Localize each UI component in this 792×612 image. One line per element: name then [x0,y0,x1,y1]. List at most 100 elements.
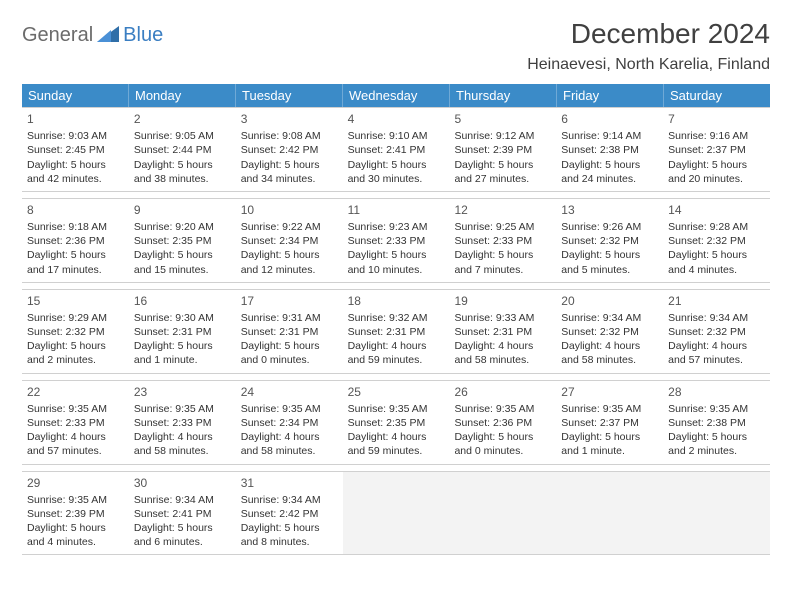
sunset-line: Sunset: 2:32 PM [668,325,765,339]
sunrise-line: Sunrise: 9:28 AM [668,220,765,234]
sunrise-line: Sunrise: 9:03 AM [27,129,124,143]
calendar-cell-empty [449,472,556,555]
day-number: 26 [454,384,551,400]
calendar-row: 8Sunrise: 9:18 AMSunset: 2:36 PMDaylight… [22,198,770,283]
sunrise-line: Sunrise: 9:26 AM [561,220,658,234]
sunset-line: Sunset: 2:32 PM [561,325,658,339]
logo-triangle-icon [97,24,119,47]
calendar-cell: 13Sunrise: 9:26 AMSunset: 2:32 PMDayligh… [556,199,663,282]
sunset-line: Sunset: 2:36 PM [27,234,124,248]
dow-friday: Friday [557,84,664,107]
calendar-cell: 15Sunrise: 9:29 AMSunset: 2:32 PMDayligh… [22,290,129,373]
sunset-line: Sunset: 2:32 PM [668,234,765,248]
daylight-line: Daylight: 5 hours and 10 minutes. [348,248,445,276]
daylight-line: Daylight: 5 hours and 30 minutes. [348,158,445,186]
location-text: Heinaevesi, North Karelia, Finland [527,56,770,74]
daylight-line: Daylight: 5 hours and 15 minutes. [134,248,231,276]
sunrise-line: Sunrise: 9:10 AM [348,129,445,143]
day-number: 3 [241,111,338,127]
sunrise-line: Sunrise: 9:18 AM [27,220,124,234]
sunrise-line: Sunrise: 9:22 AM [241,220,338,234]
day-number: 21 [668,293,765,309]
sunrise-line: Sunrise: 9:33 AM [454,311,551,325]
sunset-line: Sunset: 2:34 PM [241,416,338,430]
daylight-line: Daylight: 5 hours and 38 minutes. [134,158,231,186]
calendar-cell: 25Sunrise: 9:35 AMSunset: 2:35 PMDayligh… [343,381,450,464]
sunrise-line: Sunrise: 9:35 AM [241,402,338,416]
dow-wednesday: Wednesday [343,84,450,107]
sunset-line: Sunset: 2:39 PM [454,143,551,157]
day-number: 29 [27,475,124,491]
day-number: 9 [134,202,231,218]
daylight-line: Daylight: 5 hours and 6 minutes. [134,521,231,549]
day-number: 2 [134,111,231,127]
calendar-body: 1Sunrise: 9:03 AMSunset: 2:45 PMDaylight… [22,107,770,555]
calendar-cell: 28Sunrise: 9:35 AMSunset: 2:38 PMDayligh… [663,381,770,464]
sunset-line: Sunset: 2:36 PM [454,416,551,430]
day-number: 12 [454,202,551,218]
calendar-row: 22Sunrise: 9:35 AMSunset: 2:33 PMDayligh… [22,380,770,465]
daylight-line: Daylight: 5 hours and 1 minute. [134,339,231,367]
daylight-line: Daylight: 4 hours and 58 minutes. [241,430,338,458]
sunset-line: Sunset: 2:33 PM [134,416,231,430]
day-number: 28 [668,384,765,400]
sunrise-line: Sunrise: 9:20 AM [134,220,231,234]
sunrise-line: Sunrise: 9:34 AM [668,311,765,325]
daylight-line: Daylight: 5 hours and 4 minutes. [668,248,765,276]
day-number: 6 [561,111,658,127]
calendar-cell: 19Sunrise: 9:33 AMSunset: 2:31 PMDayligh… [449,290,556,373]
sunset-line: Sunset: 2:35 PM [348,416,445,430]
day-number: 18 [348,293,445,309]
calendar-cell: 20Sunrise: 9:34 AMSunset: 2:32 PMDayligh… [556,290,663,373]
daylight-line: Daylight: 4 hours and 57 minutes. [668,339,765,367]
day-number: 19 [454,293,551,309]
month-title: December 2024 [527,18,770,50]
dow-saturday: Saturday [664,84,770,107]
sunset-line: Sunset: 2:33 PM [27,416,124,430]
dow-tuesday: Tuesday [236,84,343,107]
day-number: 1 [27,111,124,127]
daylight-line: Daylight: 4 hours and 59 minutes. [348,430,445,458]
sunset-line: Sunset: 2:32 PM [561,234,658,248]
sunrise-line: Sunrise: 9:35 AM [668,402,765,416]
calendar-cell-empty [556,472,663,555]
calendar-cell: 22Sunrise: 9:35 AMSunset: 2:33 PMDayligh… [22,381,129,464]
sunrise-line: Sunrise: 9:34 AM [241,493,338,507]
day-number: 15 [27,293,124,309]
daylight-line: Daylight: 5 hours and 7 minutes. [454,248,551,276]
sunset-line: Sunset: 2:34 PM [241,234,338,248]
calendar-cell: 21 Sunrise: 9:34 AMSunset: 2:32 PMDayligh… [663,290,770,373]
calendar-cell: 14Sunrise: 9:28 AMSunset: 2:32 PMDayligh… [663,199,770,282]
sunrise-line: Sunrise: 9:35 AM [561,402,658,416]
calendar-cell: 5Sunrise: 9:12 AMSunset: 2:39 PMDaylight… [449,108,556,191]
sunrise-line: Sunrise: 9:35 AM [27,493,124,507]
calendar-cell: 26Sunrise: 9:35 AMSunset: 2:36 PMDayligh… [449,381,556,464]
calendar-cell: 8Sunrise: 9:18 AMSunset: 2:36 PMDaylight… [22,199,129,282]
calendar: Sunday Monday Tuesday Wednesday Thursday… [22,84,770,555]
daylight-line: Daylight: 4 hours and 58 minutes. [134,430,231,458]
sunset-line: Sunset: 2:33 PM [454,234,551,248]
sunset-line: Sunset: 2:31 PM [454,325,551,339]
day-number: 11 [348,202,445,218]
day-number: 7 [668,111,765,127]
sunset-line: Sunset: 2:31 PM [348,325,445,339]
calendar-cell: 24Sunrise: 9:35 AMSunset: 2:34 PMDayligh… [236,381,343,464]
calendar-cell: 2Sunrise: 9:05 AMSunset: 2:44 PMDaylight… [129,108,236,191]
calendar-cell: 17Sunrise: 9:31 AMSunset: 2:31 PMDayligh… [236,290,343,373]
daylight-line: Daylight: 5 hours and 0 minutes. [454,430,551,458]
calendar-cell: 1Sunrise: 9:03 AMSunset: 2:45 PMDaylight… [22,108,129,191]
logo-word-1: General [22,24,93,47]
calendar-cell: 18Sunrise: 9:32 AMSunset: 2:31 PMDayligh… [343,290,450,373]
sunrise-line: Sunrise: 9:31 AM [241,311,338,325]
calendar-cell: 29Sunrise: 9:35 AMSunset: 2:39 PMDayligh… [22,472,129,555]
sunrise-line: Sunrise: 9:35 AM [27,402,124,416]
calendar-cell: 16Sunrise: 9:30 AMSunset: 2:31 PMDayligh… [129,290,236,373]
sunset-line: Sunset: 2:37 PM [561,416,658,430]
logo-word-2: Blue [123,24,163,47]
sunset-line: Sunset: 2:42 PM [241,507,338,521]
daylight-line: Daylight: 5 hours and 2 minutes. [668,430,765,458]
day-number: 25 [348,384,445,400]
sunset-line: Sunset: 2:35 PM [134,234,231,248]
daylight-line: Daylight: 5 hours and 24 minutes. [561,158,658,186]
calendar-header-row: Sunday Monday Tuesday Wednesday Thursday… [22,84,770,107]
